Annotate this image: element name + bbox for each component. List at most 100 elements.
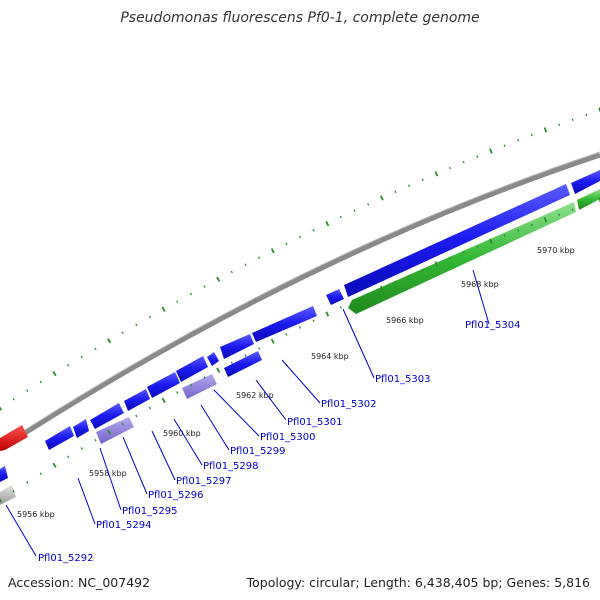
tick-mark (148, 406, 152, 410)
genome-backbone-highlight (0, 151, 600, 447)
tick-mark (379, 195, 384, 201)
tick-mark (558, 123, 561, 127)
rna-genes (96, 374, 217, 444)
tick-mark (258, 256, 261, 259)
leader-line (342, 308, 375, 379)
gene-label[interactable]: Pfl01_5296 (148, 490, 204, 501)
gene-arrow (348, 202, 576, 314)
tick-mark (121, 331, 124, 335)
tick-mark (258, 347, 261, 350)
tick-mark (379, 285, 384, 291)
tick-mark (353, 209, 356, 212)
tick-mark (189, 383, 193, 387)
tick-mark (216, 276, 221, 282)
gene-label[interactable]: Pfl01_5295 (122, 506, 178, 517)
tick-mark (408, 274, 411, 278)
leader-line (281, 359, 321, 404)
tick-mark (67, 455, 70, 459)
tick-mark (312, 319, 315, 322)
tick-mark (285, 242, 288, 246)
gene-arrow (207, 352, 219, 366)
tick-mark (203, 376, 206, 379)
tick-mark (325, 221, 330, 227)
tick-mark (571, 208, 574, 212)
tick-mark (52, 371, 57, 377)
gene-arrow (176, 356, 208, 382)
gene-label[interactable]: Pfl01_5300 (260, 432, 316, 443)
gene-label[interactable]: Pfl01_5294 (96, 520, 152, 531)
tick-mark (52, 462, 57, 468)
tick-mark (503, 144, 506, 147)
scale-tick-row (0, 197, 600, 503)
rna-gene (96, 417, 134, 444)
gene-label[interactable]: Pfl01_5302 (321, 399, 377, 410)
gene-label[interactable]: Pfl01_5303 (375, 374, 431, 385)
gene-arrow (45, 426, 74, 450)
gene-label[interactable]: Pfl01_5297 (176, 476, 232, 487)
gene-arrow (252, 306, 317, 342)
tick-mark (244, 263, 247, 267)
tick-mark (585, 113, 588, 117)
tick-mark (203, 285, 206, 288)
tick-mark (448, 166, 452, 170)
tick-mark (67, 363, 70, 367)
tick-mark (543, 217, 548, 223)
tick-mark (189, 292, 193, 296)
leader-line (472, 269, 490, 325)
tick-mark (530, 223, 533, 227)
tick-mark (476, 155, 479, 158)
tick-mark (230, 270, 233, 274)
forward-genes (0, 170, 600, 482)
leader-line (173, 418, 203, 466)
gene-arrow (326, 289, 344, 305)
gene-arrow (147, 372, 180, 398)
tick-mark (161, 397, 166, 403)
tick-mark (503, 234, 506, 237)
tick-mark (476, 245, 479, 249)
leader-line (122, 436, 148, 495)
tick-mark (94, 347, 97, 351)
tick-mark (558, 213, 561, 217)
tick-mark (517, 138, 520, 142)
tick-mark (421, 268, 424, 272)
tick-mark (176, 391, 179, 394)
gene-arrow (577, 189, 600, 210)
gene-label[interactable]: Pfl01_5299 (230, 446, 286, 457)
scale-label: 5958 kbp (89, 469, 127, 478)
tick-mark (135, 323, 138, 327)
tick-mark (571, 118, 574, 122)
leader-line (77, 477, 96, 525)
tick-mark (107, 429, 112, 435)
tick-mark (339, 215, 342, 219)
tick-mark (0, 498, 3, 503)
tick-mark (298, 235, 302, 239)
scale-labels: 5956 kbp 5958 kbp 5960 kbp 5962 kbp 5964… (17, 246, 575, 519)
tick-mark (421, 178, 424, 182)
gene-label-leaders (5, 269, 490, 557)
tick-mark (39, 380, 43, 384)
gene-label[interactable]: Pfl01_5298 (203, 461, 259, 472)
gene-arrow (224, 351, 262, 377)
gene-arrow (344, 184, 570, 297)
tick-mark (489, 148, 493, 154)
gene-label[interactable]: Pfl01_5292 (38, 553, 94, 564)
tick-mark (530, 133, 533, 137)
tick-mark (216, 367, 221, 373)
scale-label: 5970 kbp (537, 246, 575, 255)
leader-line (151, 430, 176, 481)
tick-mark (270, 248, 275, 254)
gene-arrow (73, 419, 89, 438)
tick-mark (26, 481, 29, 484)
red-gene (0, 425, 28, 451)
gene-separator (573, 199, 580, 212)
gene-arrow (220, 334, 254, 359)
tick-mark (244, 354, 247, 357)
gene-label[interactable]: Pfl01_5304 (465, 320, 521, 331)
tick-mark (161, 306, 166, 312)
scale-label: 5962 kbp (236, 391, 274, 400)
tick-mark (408, 184, 411, 188)
scale-label: 5968 kbp (461, 280, 499, 289)
gene-label[interactable]: Pfl01_5301 (287, 417, 343, 428)
scale-label: 5956 kbp (17, 510, 55, 519)
